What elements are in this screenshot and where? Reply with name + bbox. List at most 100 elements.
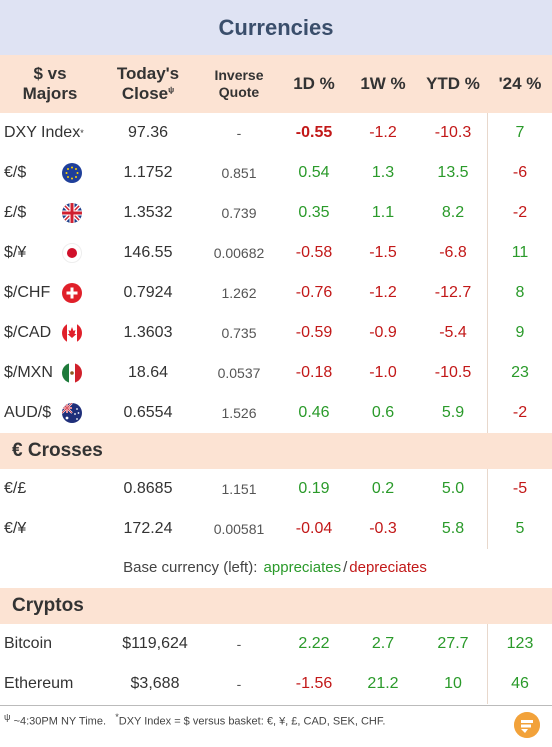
pair-name: Bitcoin (4, 635, 53, 652)
pair-name: $/MXN (4, 364, 53, 381)
header-ytd: YTD % (426, 73, 480, 93)
cryptos-title: Cryptos (12, 595, 84, 616)
table-row: €/¥ 172.24 0.00581 -0.04 -0.3 5.8 5 (0, 509, 552, 549)
inverse-value: 1.151 (221, 481, 257, 497)
change-1d: 0.35 (298, 204, 330, 221)
change-ytd: -10.5 (434, 364, 472, 381)
inverse-value: 0.851 (221, 165, 257, 181)
pair-name: $/¥ (4, 244, 27, 261)
close-value: 0.6554 (123, 404, 173, 421)
table-row: $/¥ 146.55 0.00682 -0.58 -1.5 -6.8 11 (0, 233, 552, 273)
row-label: $/CAD (4, 313, 114, 353)
pair-name: DXY Index (4, 124, 81, 141)
header-1d: 1D % (293, 73, 335, 93)
change-ytd: 27.7 (437, 635, 469, 652)
inverse-value: 0.00682 (213, 245, 265, 261)
change-1w: -1.5 (369, 244, 397, 261)
flag-jp-icon (62, 243, 82, 263)
title-bar: Currencies (0, 0, 552, 55)
column-divider (487, 113, 488, 433)
change-ytd: 13.5 (437, 164, 469, 181)
close-value: $119,624 (122, 635, 188, 652)
pair-name: $/CAD (4, 324, 52, 341)
header-24: '24 % (498, 73, 542, 93)
table-row: $/CHF 0.7924 1.262 -0.76 -1.2 -12.7 8 (0, 273, 552, 313)
table-row: Ethereum $3,688 - -1.56 21.2 10 46 (0, 664, 552, 704)
change-1d: 0.19 (298, 480, 330, 497)
header-close-sup: ψ (168, 85, 175, 95)
change-ytd: 5.9 (441, 404, 465, 421)
footer-sym2: * (115, 712, 119, 722)
header-inverse-line2: Quote (218, 84, 260, 100)
change-1d: -0.58 (295, 244, 333, 261)
change-1d: -0.18 (295, 364, 333, 381)
header-close-text: Close (121, 84, 169, 103)
row-label: AUD/$ (4, 393, 114, 433)
footer-text1: ~4:30PM NY Time. (10, 715, 107, 728)
close-value: 97.36 (127, 124, 169, 141)
close-value: 1.3603 (123, 324, 173, 341)
change-24: 8 (515, 284, 525, 301)
table-row: €/£ 0.8685 1.151 0.19 0.2 5.0 -5 (0, 469, 552, 509)
header-close-line2: Closeψ (122, 84, 174, 104)
footer-text2: DXY Index = $ versus basket: €, ¥, £, CA… (118, 715, 386, 728)
change-24: 5 (515, 520, 525, 537)
row-label: Ethereum (4, 664, 114, 704)
header-pair-line2: Majors (22, 84, 78, 103)
row-label: €/£ (4, 469, 114, 509)
flag-eu-icon (62, 163, 82, 183)
crosses-title: € Crosses (12, 440, 103, 461)
inverse-value: 0.0537 (217, 365, 261, 381)
row-label: $/¥ (4, 233, 114, 273)
pair-name: Ethereum (4, 675, 74, 692)
column-divider (487, 624, 488, 704)
change-1w: 2.7 (371, 635, 395, 652)
change-1d: 0.54 (298, 164, 330, 181)
pair-name: £/$ (4, 204, 27, 221)
header-pair: $ vs Majors (0, 55, 100, 113)
change-1d: -0.59 (295, 324, 333, 341)
flag-au-icon (62, 403, 82, 423)
header-inverse: Inverse Quote (196, 55, 282, 113)
footer-note: ψ ~4:30PM NY Time. *DXY Index = $ versus… (4, 712, 385, 728)
row-label: $/CHF (4, 273, 114, 313)
close-value: 172.24 (123, 520, 173, 537)
flag-gb-icon (62, 203, 82, 223)
change-ytd: 8.2 (441, 204, 465, 221)
change-24: 11 (511, 244, 529, 261)
row-label: Bitcoin (4, 624, 114, 664)
close-value: 1.3532 (123, 204, 173, 221)
change-1d: -0.76 (295, 284, 333, 301)
table-row: Bitcoin $119,624 - 2.22 2.7 27.7 123 (0, 624, 552, 664)
change-1d: -0.04 (295, 520, 333, 537)
change-24: 23 (511, 364, 529, 381)
pair-sup: * (80, 128, 84, 138)
change-ytd: 5.0 (441, 480, 465, 497)
close-value: $3,688 (130, 675, 180, 692)
close-value: 18.64 (127, 364, 169, 381)
table-header: $ vs Majors Today's Closeψ Inverse Quote… (0, 55, 552, 113)
change-ytd: -6.8 (439, 244, 467, 261)
change-24: 123 (506, 635, 534, 652)
change-24: -6 (512, 164, 528, 181)
inverse-value: - (236, 125, 242, 141)
change-1d: -0.55 (295, 124, 333, 141)
change-ytd: -12.7 (434, 284, 472, 301)
table-row: $/MXN 18.64 0.0537 -0.18 -1.0 -10.5 23 (0, 353, 552, 393)
change-24: 7 (515, 124, 525, 141)
brand-logo-icon (514, 712, 540, 738)
legend-appreciates: appreciates (263, 558, 342, 576)
inverse-value: - (236, 676, 242, 692)
cryptos-section-header: Cryptos (0, 588, 552, 624)
column-divider (487, 469, 488, 549)
change-ytd: -5.4 (439, 324, 467, 341)
close-value: 0.8685 (123, 480, 173, 497)
header-1w: 1W % (360, 73, 406, 93)
change-1d: 0.46 (298, 404, 330, 421)
page-title: Currencies (218, 14, 334, 40)
change-1w: -1.0 (369, 364, 397, 381)
flag-ca-icon (62, 323, 82, 343)
change-1w: -1.2 (369, 284, 397, 301)
crosses-section-header: € Crosses (0, 433, 552, 469)
footer-divider (0, 705, 552, 706)
